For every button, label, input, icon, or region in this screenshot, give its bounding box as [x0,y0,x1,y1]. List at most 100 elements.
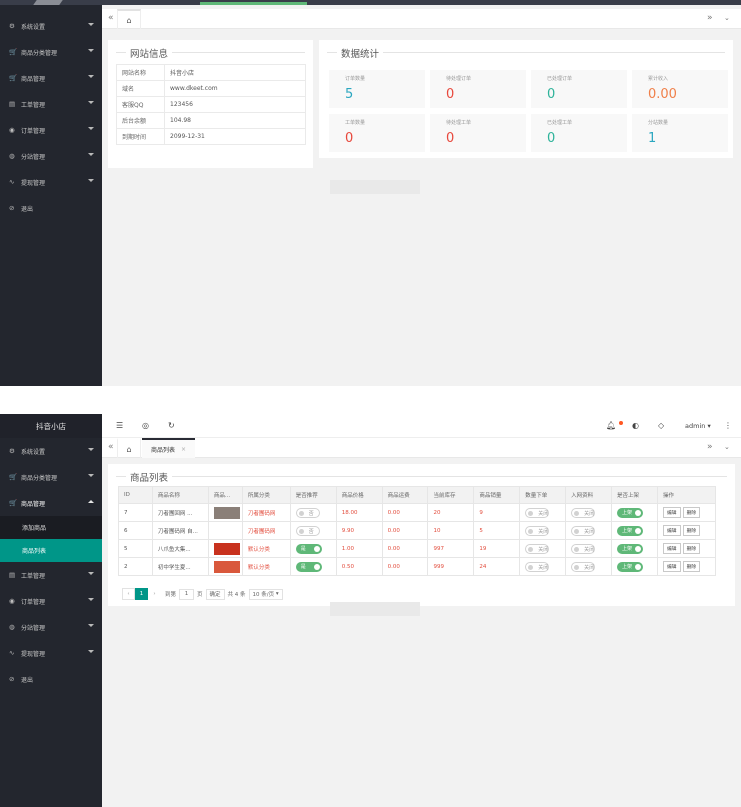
tab-scroll-left-icon[interactable]: « [108,442,114,452]
netinfo-toggle[interactable]: 关闭 [571,525,596,536]
sidebar-subitem[interactable]: 添加商品 [0,516,102,539]
sidebar-item[interactable]: ∿ 提现管理 [0,169,102,195]
sidebar-item[interactable]: ⊘ 退出 [0,666,102,692]
cell-price: 1.00 [335,539,383,558]
qty-order-toggle[interactable]: 关闭 [525,561,550,572]
qty-order-toggle[interactable]: 关闭 [525,543,550,554]
sidebar-item[interactable]: ⚙ 系统设置 [0,438,102,464]
sidebar-item[interactable]: ◉ 订单管理 [0,117,102,143]
netinfo-toggle[interactable]: 关闭 [571,543,596,554]
stats-legend: 数据统计 [327,46,725,60]
sidebar-item[interactable]: ∿ 提现管理 [0,640,102,666]
qty-order-toggle[interactable]: 关闭 [525,507,550,518]
netinfo-toggle[interactable]: 关闭 [571,507,596,518]
tab-scroll-right-icon[interactable]: » [707,13,713,23]
stat-value: 1 [648,131,657,146]
tab-scroll-left-icon[interactable]: « [108,13,114,23]
tab-menu-chevron-down-icon[interactable]: ⌄ [724,443,730,451]
cell-thumb [207,557,243,576]
cell-freight: 0.00 [381,503,429,522]
legend-line [116,52,305,53]
recommend-toggle[interactable]: 是 [295,561,322,572]
table-row: 域名 www.dkeet.com [116,80,306,97]
cell-actions: 编辑 删除 [656,503,717,522]
recommend-toggle[interactable]: 是 [295,543,322,554]
sidebar-item[interactable]: 🛒 商品分类管理 [0,464,102,490]
page-size-select[interactable]: 10 条/页 ▾ [248,588,283,600]
shelf-toggle[interactable]: 上架 [617,561,644,572]
sidebar-item[interactable]: ◍ 分站管理 [0,143,102,169]
refresh-icon[interactable]: ↻ [168,421,175,430]
cell-recommend: 是 [289,539,337,558]
sidebar-item[interactable]: 🛒 商品管理 [0,65,102,91]
sidebar-item-label: 分站管理 [21,624,46,632]
cart-icon: 🛒 [9,48,18,56]
cart-icon: 🛒 [9,473,18,481]
goods-list-panel: 商品列表 ID 商品名称 商品... 所属分类 是否推荐 商品价格 商品运费 当前库存 商品销量… [108,464,735,606]
edit-button[interactable]: 编辑 [662,507,681,518]
sidebar-item[interactable]: ◉ 订单管理 [0,588,102,614]
cell-price: 18.00 [335,503,383,522]
shelf-toggle[interactable]: 上架 [617,525,644,536]
cell-stock: 997 [427,539,475,558]
recommend-toggle[interactable]: 否 [295,507,320,518]
cell-id: 7 [118,503,153,522]
cell-actions: 编辑 删除 [656,539,717,558]
delete-button[interactable]: 删除 [682,561,701,572]
confirm-page-button[interactable]: 确定 [205,588,225,600]
stat-value: 0 [547,87,556,102]
prev-page-button[interactable]: ‹ [122,588,135,600]
loading-bar [200,2,307,5]
tab-close-icon[interactable]: × [181,445,187,453]
delete-button[interactable]: 删除 [682,525,701,536]
sidebar-item-label: 商品分类管理 [21,49,58,57]
globe-icon[interactable]: ◎ [142,421,149,430]
sidebar-item[interactable]: ⚙ 系统设置 [0,13,102,39]
sidebar-item[interactable]: ▤ 工单管理 [0,91,102,117]
sidebar-subitem[interactable]: 商品列表 [0,539,102,562]
theme-icon[interactable]: ◐ [632,421,639,430]
stat-card: 已处理工单 0 [531,114,627,152]
sidebar-item[interactable]: 🛒 商品分类管理 [0,39,102,65]
page-number-input[interactable]: 1 [179,588,195,600]
delete-button[interactable]: 删除 [682,507,701,518]
tab-home[interactable]: ⌂ [117,9,141,29]
tag-icon[interactable]: ◇ [658,421,665,430]
column-header: 商品运费 [381,486,429,504]
menu-toggle-icon[interactable]: ☰ [116,421,124,430]
bell-icon[interactable]: 🔔︎ [606,421,617,430]
delete-button[interactable]: 删除 [682,543,701,554]
sidebar-item[interactable]: ▤ 工单管理 [0,562,102,588]
stat-value: 0 [345,131,354,146]
sidebar-item[interactable]: 🛒 商品管理 [0,490,102,516]
product-thumbnail [213,560,240,573]
sidebar-item[interactable]: ◍ 分站管理 [0,614,102,640]
logout-icon: ⊘ [9,204,15,212]
shelf-toggle[interactable]: 上架 [617,507,644,518]
sidebar: ⚙ 系统设置 🛒 商品分类管理 🛒 商品管理 ▤ 工单管理 ◉ 订单管理 ◍ 分站管理 ∿ 提现管理 ⊘ 退出 [0,0,102,386]
column-header: 数量下单 [519,486,567,504]
current-page[interactable]: 1 [135,588,148,600]
legend-line [116,476,727,477]
edit-button[interactable]: 编辑 [662,543,681,554]
edit-button[interactable]: 编辑 [662,561,681,572]
tab-menu-chevron-down-icon[interactable]: ⌄ [724,14,730,22]
tab-bar: « ⌂ » ⌄ [102,9,741,29]
cell-qty: 关闭 [519,539,567,558]
tab-home[interactable]: ⌂ [117,438,141,458]
cell-sales: 24 [473,557,521,576]
tab-scroll-right-icon[interactable]: » [707,442,713,452]
gear-icon: ⚙ [9,22,15,30]
cell-recommend: 否 [289,521,337,540]
tab-goods-list[interactable]: 商品列表 × [142,438,196,458]
more-icon[interactable]: ⋮ [724,421,732,430]
netinfo-toggle[interactable]: 关闭 [571,561,596,572]
user-menu[interactable]: admin ▾ [685,422,711,430]
qty-order-toggle[interactable]: 关闭 [525,525,550,536]
home-icon: ⌂ [126,15,132,25]
sidebar-item[interactable]: ⊘ 退出 [0,195,102,221]
edit-button[interactable]: 编辑 [662,525,681,536]
recommend-toggle[interactable]: 否 [295,525,320,536]
next-page-button[interactable]: › [153,591,156,597]
shelf-toggle[interactable]: 上架 [617,543,644,554]
